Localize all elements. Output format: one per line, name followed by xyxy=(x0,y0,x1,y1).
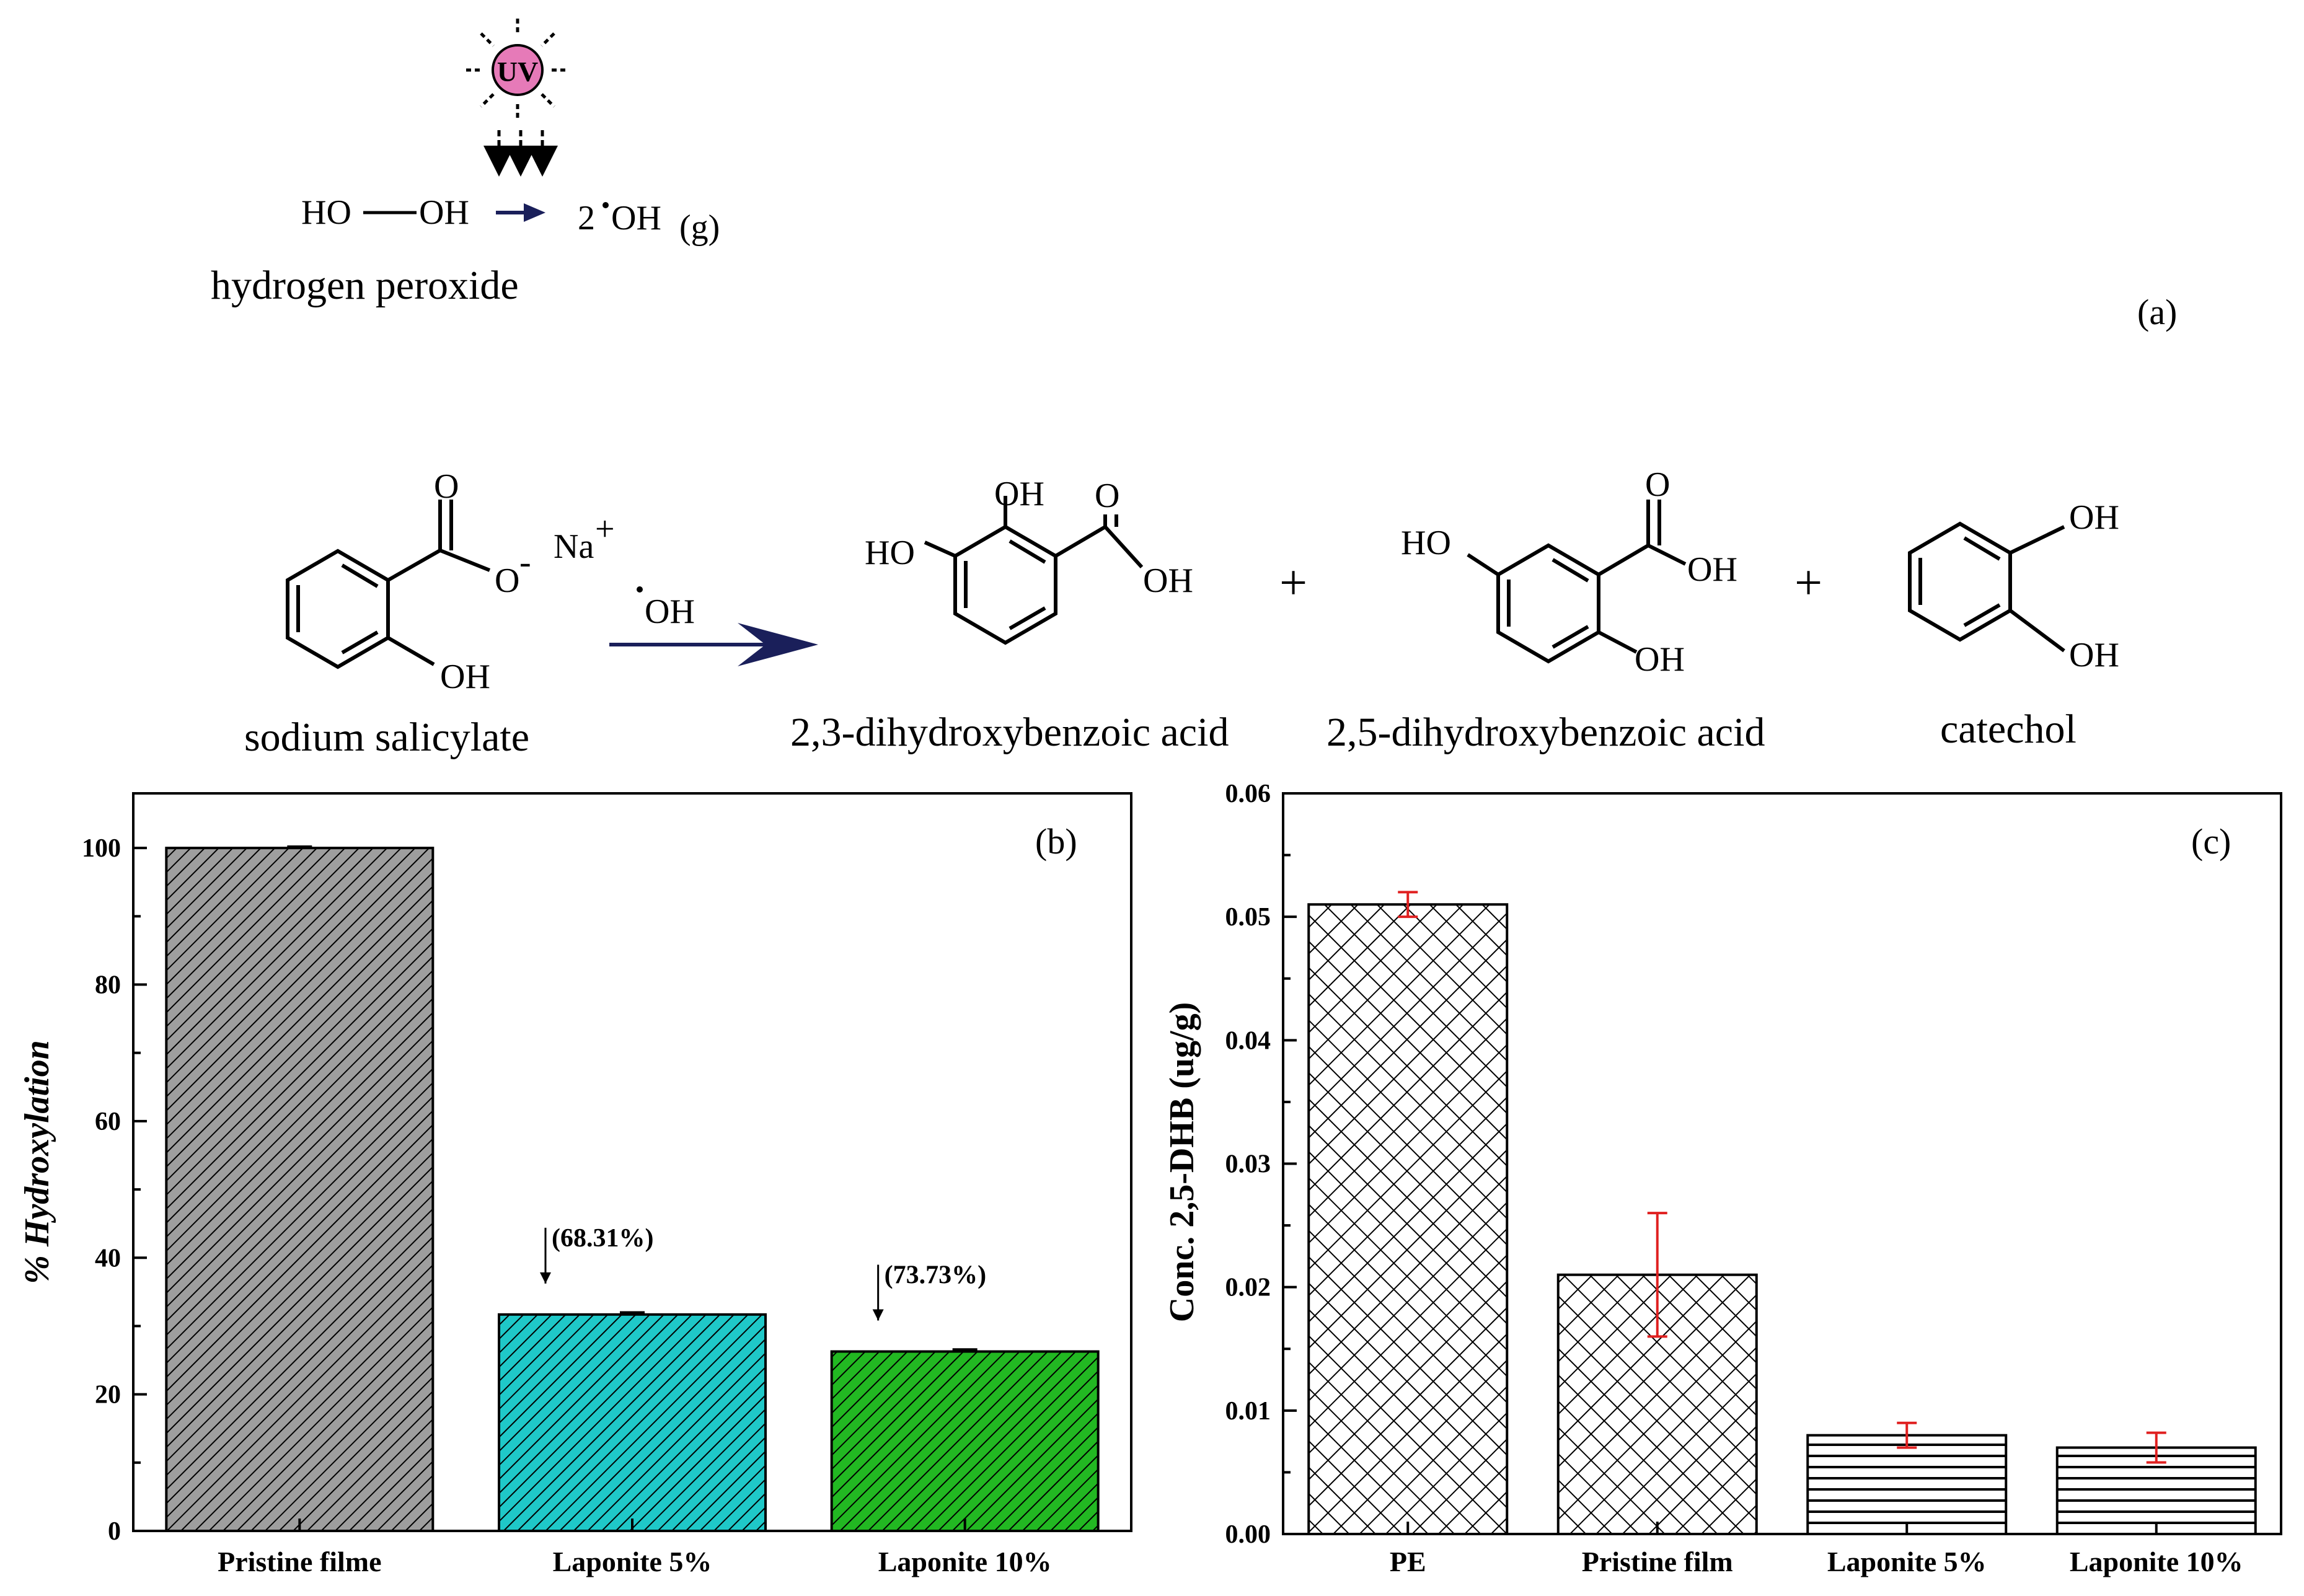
y-tick-label-c: 0.01 xyxy=(1225,1397,1271,1426)
y-tick-label-b: 100 xyxy=(82,834,121,863)
reaction-arrow xyxy=(609,623,818,666)
x-tick-label-c: PE xyxy=(1390,1546,1426,1577)
y-axis-label-b: % Hydroxylation xyxy=(18,1040,56,1284)
uv-rays-arrows xyxy=(483,130,558,177)
y-tick-label-b: 0 xyxy=(108,1517,121,1546)
x-tick-label-c: Laponite 10% xyxy=(2070,1546,2243,1577)
y-tick-label-b: 80 xyxy=(95,971,121,1000)
reduction-annotation-b: (68.31%) xyxy=(552,1224,653,1253)
dhb23-carbonyl-o: O xyxy=(1095,477,1119,515)
y-tick-label-c: 0.02 xyxy=(1225,1274,1271,1302)
product3-name: catechol xyxy=(1940,707,2077,752)
reduction-annotation-b: (73.73%) xyxy=(885,1261,986,1290)
dhb23-ho-left: HO xyxy=(865,534,915,572)
y-tick-label-b: 20 xyxy=(95,1381,121,1409)
radical-dot xyxy=(602,202,609,208)
hydroxylation-reaction-scheme: O O - Na + OH sodium salicylate OH OH HO xyxy=(244,465,2119,760)
x-axis-labels-b: Pristine filme Laponite 5% Laponite 10% xyxy=(218,1519,1052,1577)
uv-label: UV xyxy=(497,56,538,87)
annotation-arrowhead-b xyxy=(540,1272,551,1284)
plus-sign-1: + xyxy=(1279,556,1307,611)
reactant-name: sodium salicylate xyxy=(244,715,529,760)
catechol-structure xyxy=(1908,521,2065,653)
reagent-radical-dot xyxy=(637,586,643,593)
sodium-ion: Na xyxy=(554,527,594,566)
x-tick-label-b: Laponite 5% xyxy=(553,1546,712,1577)
sodium-charge: + xyxy=(595,510,615,549)
sodium-salicylate-structure xyxy=(286,500,491,669)
hydroxylation-bar-chart: (b) % Hydroxylation 0 20 40 60 80 100 (68.31%… xyxy=(18,792,1132,1577)
panel-a-label: (a) xyxy=(2137,292,2177,332)
uv-lamp-icon: UV xyxy=(466,19,569,121)
product2-name: 2,5-dihydroxybenzoic acid xyxy=(1326,710,1765,755)
dhb25-acid-oh: OH xyxy=(1687,550,1737,589)
radical-product-subscript: (g) xyxy=(679,208,720,247)
bar-b xyxy=(830,1350,1100,1532)
x-tick-label-b: Pristine filme xyxy=(218,1546,381,1577)
x-tick-label-b: Laponite 10% xyxy=(878,1546,1052,1577)
panel-c-label: (c) xyxy=(2191,821,2231,862)
y-tick-label-c: 0.03 xyxy=(1225,1150,1271,1179)
bar-c xyxy=(1307,903,1509,1535)
x-axis-labels-c: PE Pristine film Laponite 5% Laponite 10% xyxy=(1390,1522,2243,1577)
y-tick-label-b: 40 xyxy=(95,1244,121,1272)
y-tick-label-c: 0.06 xyxy=(1225,780,1271,808)
salicylate-carbonyl-o: O xyxy=(434,467,459,506)
salicylate-o-minus: O xyxy=(495,562,519,600)
bar-b xyxy=(165,847,435,1532)
salicylate-o-charge: - xyxy=(519,543,531,581)
bar-b xyxy=(498,1313,767,1533)
photolysis-arrow xyxy=(496,203,545,222)
panel-b-label: (b) xyxy=(1035,821,1077,862)
dhb23-structure xyxy=(924,496,1144,645)
product1-name: 2,3-dihydroxybenzoic acid xyxy=(790,710,1229,755)
catechol-oh-top: OH xyxy=(2069,498,2119,537)
dhb25-structure xyxy=(1467,500,1687,664)
plus-sign-2: + xyxy=(1794,556,1822,611)
x-tick-label-c: Pristine film xyxy=(1582,1546,1733,1577)
h2o2-left: HO xyxy=(301,193,351,232)
bar-c xyxy=(1806,1434,2008,1536)
y-axis-b: 0 20 40 60 80 100 xyxy=(82,834,147,1546)
catechol-oh-bottom: OH xyxy=(2069,636,2119,674)
salicylate-oh: OH xyxy=(440,658,490,696)
y-tick-label-c: 0.00 xyxy=(1225,1520,1271,1549)
annotation-arrowhead-b xyxy=(872,1309,884,1321)
reagent-label: OH xyxy=(645,593,695,631)
y-axis-label-c: Conc. 2,5-DHB (ug/g) xyxy=(1163,1002,1201,1322)
h2o2-right: OH xyxy=(419,193,469,232)
dhb25-carbonyl-o: O xyxy=(1645,465,1670,504)
bars-b: (68.31%) (73.73%) xyxy=(165,845,1100,1533)
dhb25-ho-left: HO xyxy=(1401,524,1451,562)
bars-c xyxy=(1307,891,2257,1536)
radical-product: OH xyxy=(611,199,661,237)
dhb23-acid-oh: OH xyxy=(1143,562,1193,600)
y-tick-label-b: 60 xyxy=(95,1108,121,1136)
y-tick-label-c: 0.05 xyxy=(1225,903,1271,932)
dhb25-oh-bottom: OH xyxy=(1635,640,1685,679)
dhb-concentration-bar-chart: (c) Conc. 2,5-DHB (ug/g) 0.000.010.020.0… xyxy=(1163,780,2282,1577)
y-axis-c: 0.00 0.01 0.02 0.03 0.04 0.05 0.06 xyxy=(1225,780,1297,1549)
uv-photolysis-scheme: UV HO OH 2 OH (g) hydrogen peroxide (a) xyxy=(211,19,2177,332)
x-tick-label-c: Laponite 5% xyxy=(1827,1546,1987,1577)
h2o2-name: hydrogen peroxide xyxy=(211,263,519,308)
y-tick-label-c: 0.04 xyxy=(1225,1026,1271,1055)
dhb23-oh-top: OH xyxy=(994,475,1044,513)
radical-coefficient: 2 xyxy=(578,199,595,237)
